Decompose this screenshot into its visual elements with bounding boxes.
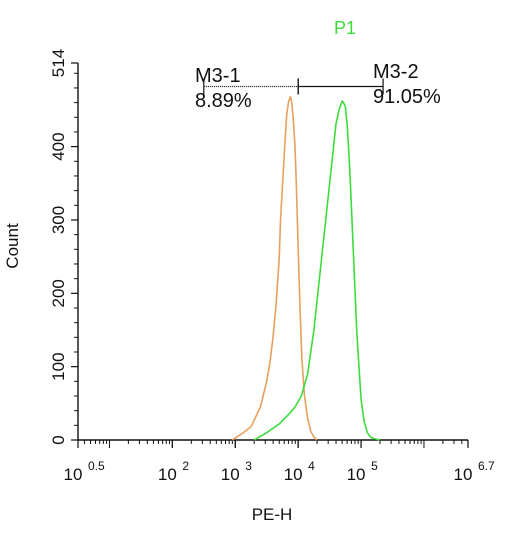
marker-name-label: M3-2 — [373, 61, 419, 83]
y-tick-label: 0 — [49, 435, 68, 444]
x-tick-exponent: 0.5 — [88, 459, 105, 473]
histogram-series-green — [253, 100, 381, 441]
y-ticks: 0 100 200 300 400 514 — [49, 49, 78, 445]
x-tick-exponent: 6.7 — [478, 459, 495, 473]
y-axis-title: Count — [3, 223, 22, 269]
x-axis-title: PE-H — [252, 505, 293, 524]
axes — [77, 63, 468, 441]
marker-percent-label: 8.89% — [195, 90, 252, 112]
y-tick-label: 200 — [49, 279, 68, 307]
y-tick-label: 100 — [49, 352, 68, 380]
x-tick-exponent: 4 — [308, 459, 315, 473]
y-tick-label: 300 — [49, 206, 68, 234]
x-tick-exponent: 5 — [371, 459, 378, 473]
x-tick-label: 10 — [221, 465, 240, 484]
population-label: P1 — [334, 18, 356, 38]
histogram-series-orange — [231, 95, 318, 441]
x-tick-label: 10 — [454, 465, 473, 484]
marker-percent-label: 91.05% — [373, 86, 441, 108]
x-tick-label: 10 — [158, 465, 177, 484]
marker-name-label: M3-1 — [195, 65, 241, 87]
series-group — [231, 95, 381, 441]
x-tick-label: 10 — [64, 465, 83, 484]
x-tick-exponent: 2 — [182, 459, 189, 473]
y-tick-label: 400 — [49, 132, 68, 160]
x-ticks: 10 0.5 10 2 10 3 10 4 10 5 10 6.7 — [64, 440, 495, 484]
x-tick-label: 10 — [347, 465, 366, 484]
x-tick-exponent: 3 — [245, 459, 252, 473]
y-tick-label: 514 — [49, 49, 68, 77]
x-tick-label: 10 — [284, 465, 303, 484]
markers-group: M3-1 8.89% M3-2 91.05% — [195, 61, 441, 112]
